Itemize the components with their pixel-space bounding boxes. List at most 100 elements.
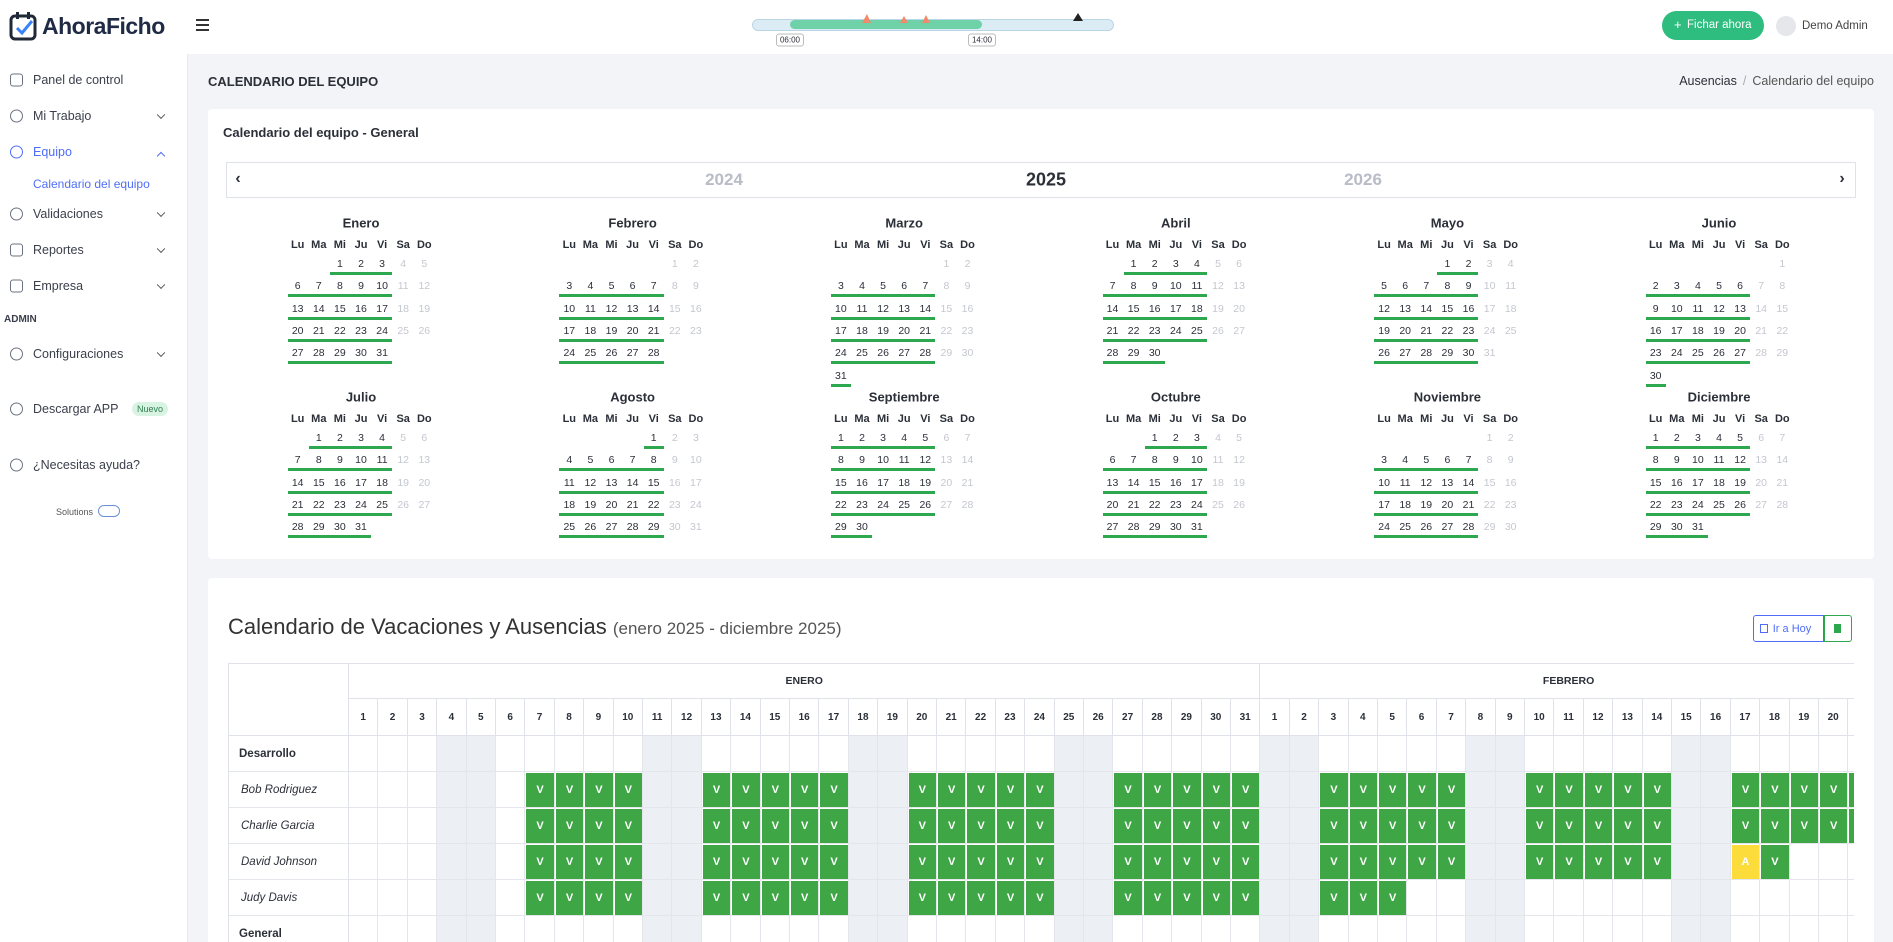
vacation-cell[interactable]: V [1526, 773, 1554, 807]
day[interactable]: 10 [835, 302, 847, 315]
day[interactable]: 15 [835, 476, 847, 489]
vacation-cell[interactable]: V [791, 773, 819, 807]
day[interactable]: 25 [1713, 498, 1725, 511]
day[interactable]: 24 [1169, 324, 1182, 337]
day[interactable]: 16 [1148, 302, 1161, 315]
day[interactable]: 1 [1130, 258, 1137, 270]
day[interactable]: 6 [294, 280, 301, 293]
day[interactable]: 7 [650, 280, 657, 293]
day[interactable]: 25 [1212, 498, 1224, 511]
day[interactable]: 5 [922, 432, 929, 444]
day[interactable]: 21 [291, 498, 304, 511]
day[interactable]: 16 [334, 476, 346, 489]
vacation-cell[interactable]: V [1320, 845, 1348, 879]
day[interactable]: 15 [1127, 302, 1140, 315]
vacation-cell[interactable]: V [1026, 881, 1054, 915]
day[interactable]: 1 [1779, 258, 1786, 270]
day[interactable]: 16 [1670, 476, 1683, 489]
day[interactable]: 29 [1776, 347, 1789, 360]
day[interactable]: 22 [334, 324, 346, 337]
submenu-item[interactable]: Calendario del equipo [33, 177, 150, 191]
day[interactable]: 2 [358, 258, 364, 270]
export-button[interactable] [1824, 615, 1852, 642]
vacation-cell[interactable]: V [996, 845, 1025, 879]
day[interactable]: 10 [1483, 280, 1496, 293]
day[interactable]: 23 [334, 498, 346, 511]
day[interactable]: 9 [964, 280, 971, 293]
day[interactable]: 31 [1483, 347, 1496, 360]
day[interactable]: 2 [671, 432, 678, 444]
vacation-cell[interactable]: V [1408, 845, 1436, 879]
day[interactable]: 30 [1670, 521, 1683, 534]
day[interactable]: 4 [1402, 454, 1409, 467]
day[interactable]: 14 [1776, 454, 1789, 467]
next-year[interactable]: › [1839, 170, 1845, 187]
day[interactable]: 2 [859, 432, 865, 444]
day[interactable]: 6 [1758, 432, 1765, 444]
day[interactable]: 19 [1420, 498, 1433, 511]
day[interactable]: 31 [690, 521, 702, 534]
day[interactable]: 24 [563, 347, 576, 360]
day[interactable]: 3 [566, 280, 573, 293]
day[interactable]: 9 [671, 454, 678, 467]
day[interactable]: 17 [1169, 302, 1182, 315]
day[interactable]: 23 [1148, 324, 1161, 337]
day[interactable]: 29 [1649, 521, 1662, 534]
day[interactable]: 12 [1378, 302, 1390, 315]
day[interactable]: 26 [1233, 498, 1245, 511]
day[interactable]: 2 [1465, 258, 1472, 270]
day[interactable]: 8 [1130, 280, 1137, 293]
day[interactable]: 29 [835, 521, 847, 534]
day[interactable]: 18 [584, 324, 597, 337]
vacation-cell[interactable]: V [1614, 809, 1642, 843]
day[interactable]: 2 [1172, 432, 1179, 444]
vacation-cell[interactable]: V [1408, 809, 1436, 843]
day[interactable]: 3 [1486, 258, 1493, 270]
day[interactable]: 13 [1106, 476, 1119, 489]
day[interactable]: 21 [312, 324, 325, 337]
day[interactable]: 3 [379, 258, 386, 270]
today-label[interactable]: Ir a Hoy [1772, 623, 1812, 635]
vacation-cell[interactable]: V [1114, 809, 1142, 843]
day[interactable]: 11 [397, 280, 409, 293]
day[interactable]: 17 [355, 476, 367, 489]
day[interactable]: 10 [1670, 302, 1683, 315]
vacation-cell[interactable]: V [1643, 773, 1671, 807]
day[interactable]: 15 [1776, 302, 1789, 315]
day[interactable]: 8 [336, 280, 343, 293]
day[interactable]: 6 [943, 432, 950, 444]
vacation-cell[interactable]: V [761, 881, 789, 915]
day[interactable]: 15 [1148, 476, 1161, 489]
day[interactable]: 16 [1169, 476, 1182, 489]
day[interactable]: 14 [626, 476, 639, 489]
day[interactable]: 17 [877, 476, 889, 489]
day[interactable]: 19 [1233, 476, 1245, 489]
day[interactable]: 6 [421, 432, 428, 444]
day[interactable]: 20 [1233, 302, 1245, 315]
day[interactable]: 22 [1483, 498, 1496, 511]
day[interactable]: 8 [837, 454, 844, 467]
day[interactable]: 2 [1151, 258, 1158, 270]
day[interactable]: 4 [587, 280, 594, 293]
vacation-cell[interactable]: V [1114, 881, 1142, 915]
day[interactable]: 8 [671, 280, 678, 293]
day[interactable]: 20 [1734, 324, 1746, 337]
day[interactable]: 8 [315, 454, 322, 467]
day[interactable]: 8 [943, 280, 950, 293]
day[interactable]: 29 [1148, 521, 1161, 534]
prev-year[interactable]: ‹ [235, 170, 241, 187]
day[interactable]: 14 [647, 302, 660, 315]
day[interactable]: 15 [1649, 476, 1662, 489]
day[interactable]: 24 [877, 498, 889, 511]
day[interactable]: 22 [1441, 324, 1454, 337]
day[interactable]: 11 [1212, 454, 1224, 467]
day[interactable]: 4 [1507, 258, 1514, 270]
day[interactable]: 5 [880, 280, 887, 293]
day[interactable]: 21 [1420, 324, 1433, 337]
day[interactable]: 5 [1236, 432, 1243, 444]
day[interactable]: 12 [1212, 280, 1224, 293]
day[interactable]: 27 [1106, 521, 1119, 534]
year-option[interactable]: 2025 [1025, 169, 1067, 190]
vacation-cell[interactable]: V [791, 845, 819, 879]
vacation-cell[interactable]: V [967, 809, 995, 843]
